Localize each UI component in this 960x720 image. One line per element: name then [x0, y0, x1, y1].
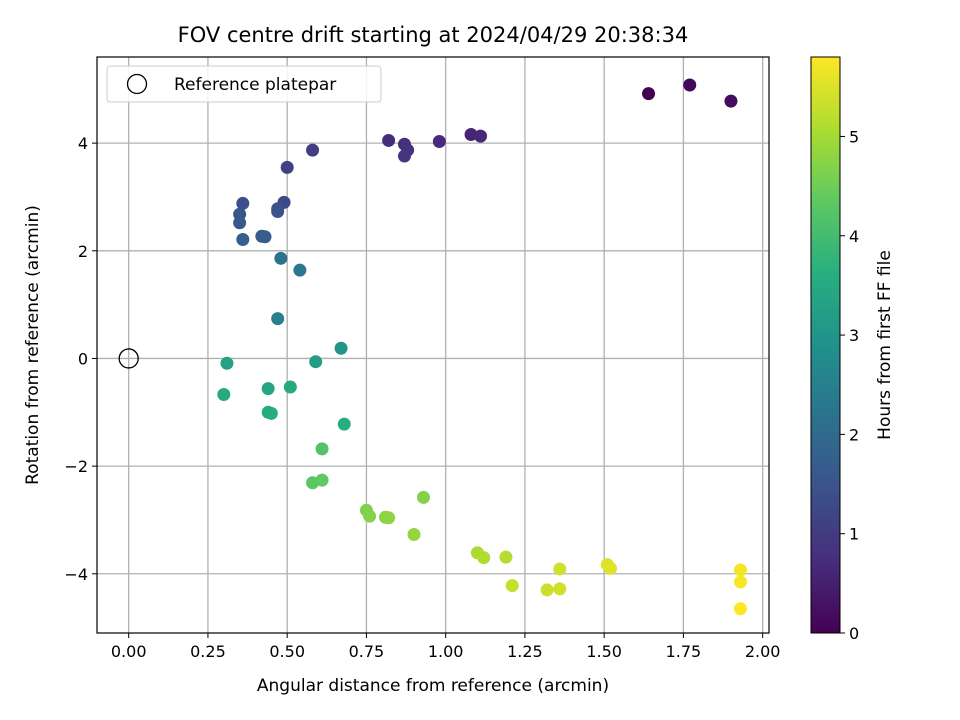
legend-box	[106, 65, 382, 103]
colorbar-tick-label: 5	[849, 127, 859, 146]
data-point	[416, 490, 430, 504]
y-axis-label: Rotation from reference (arcmin)	[23, 205, 43, 485]
grid	[97, 57, 769, 633]
x-axis-label: Angular distance from reference (arcmin)	[257, 676, 609, 696]
data-point	[432, 135, 446, 149]
data-point	[274, 251, 288, 265]
colorbar-tick-label: 4	[849, 227, 859, 246]
data-point	[334, 341, 348, 355]
data-point	[499, 550, 513, 564]
data-point	[315, 473, 329, 487]
data-point	[733, 575, 747, 589]
data-point	[382, 511, 396, 525]
colorbar-tick-label: 3	[849, 326, 859, 345]
data-point	[505, 579, 519, 593]
data-point	[363, 509, 377, 523]
y-axis-ticks: −4 −2 0 2 4	[64, 134, 97, 584]
data-point	[271, 312, 285, 326]
x-axis-ticks: 0.00 0.25 0.50 0.75 1.00 1.25 1.50 1.75 2.00	[111, 633, 781, 661]
data-point	[407, 527, 421, 541]
chart-title: FOV centre drift starting at 2024/04/29 …	[178, 23, 689, 47]
data-points	[118, 78, 747, 616]
x-tick-label: 0.00	[111, 642, 147, 661]
data-point	[264, 406, 278, 420]
data-point	[382, 133, 396, 147]
colorbar-tick-label: 2	[849, 425, 859, 444]
colorbar-gradient	[810, 56, 841, 634]
data-point	[236, 232, 250, 246]
data-point	[724, 94, 738, 108]
data-point	[236, 196, 250, 210]
x-tick-label: 0.50	[269, 642, 305, 661]
y-tick-label: 0	[78, 349, 88, 368]
colorbar-tick-label: 0	[849, 624, 859, 643]
data-point	[477, 551, 491, 565]
legend-label: Reference platepar	[174, 75, 336, 95]
data-point	[261, 382, 275, 396]
x-tick-label: 1.75	[666, 642, 702, 661]
data-point	[683, 78, 697, 92]
y-tick-label: −2	[64, 457, 88, 476]
x-tick-label: 1.00	[428, 642, 464, 661]
x-tick-label: 0.75	[349, 642, 385, 661]
data-point	[604, 561, 618, 575]
data-point	[233, 216, 247, 230]
data-point	[553, 582, 567, 596]
data-point	[283, 380, 297, 394]
x-tick-label: 2.00	[745, 642, 781, 661]
data-point	[397, 149, 411, 163]
x-tick-label: 1.50	[586, 642, 622, 661]
colorbar-ticks: 0 1 2 3 4 5	[840, 127, 859, 643]
reference-platepar-marker	[118, 348, 139, 369]
data-point	[293, 263, 307, 277]
x-tick-label: 1.25	[507, 642, 543, 661]
data-point	[733, 563, 747, 577]
colorbar: 0 1 2 3 4 5 Hours from first FF file	[810, 56, 895, 643]
data-point	[258, 230, 272, 244]
data-point	[733, 602, 747, 616]
data-point	[315, 442, 329, 456]
data-point	[217, 388, 231, 402]
legend: Reference platepar	[106, 65, 382, 103]
colorbar-tick-label: 1	[849, 525, 859, 544]
data-point	[306, 143, 320, 157]
data-point	[337, 417, 351, 431]
data-point	[474, 129, 488, 143]
legend-marker-open-circle	[126, 73, 148, 95]
data-point	[642, 87, 656, 101]
data-point	[220, 356, 234, 370]
y-tick-label: −4	[64, 565, 88, 584]
data-point	[540, 583, 554, 597]
plot-frame	[96, 56, 770, 634]
x-tick-label: 0.25	[190, 642, 226, 661]
y-tick-label: 2	[78, 242, 88, 261]
data-point	[280, 160, 294, 174]
data-point	[271, 204, 285, 218]
data-point	[553, 562, 567, 576]
y-tick-label: 4	[78, 134, 88, 153]
colorbar-label: Hours from first FF file	[875, 250, 895, 440]
data-point	[309, 355, 323, 369]
